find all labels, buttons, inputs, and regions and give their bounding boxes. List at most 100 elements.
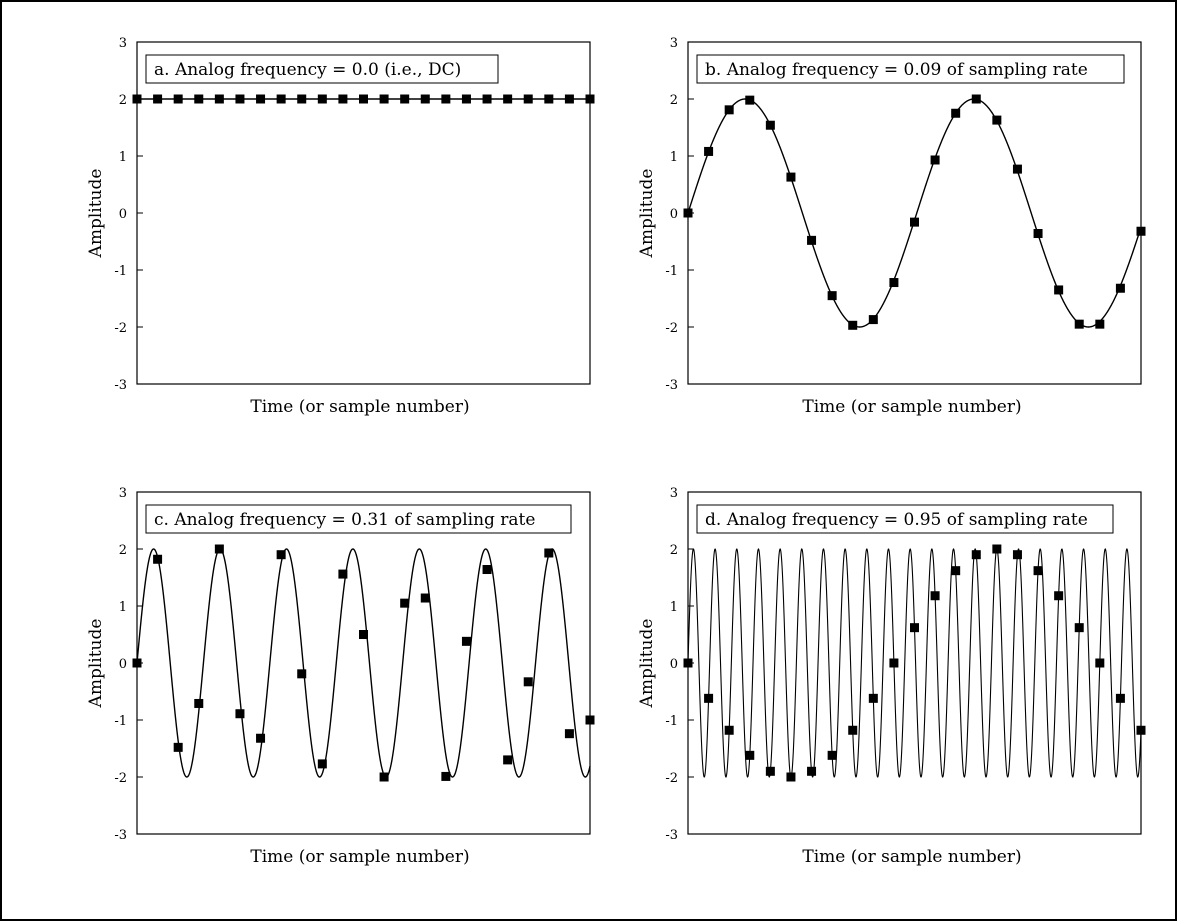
samples (132, 544, 595, 782)
sample-point (359, 630, 368, 639)
sample-point (683, 208, 693, 218)
sample-point (889, 278, 899, 288)
y-tick-label: -3 (114, 378, 127, 393)
panel-title: b. Analog frequency = 0.09 of sampling r… (705, 60, 1088, 80)
y-tick-label: 3 (119, 486, 127, 501)
sample-point (1012, 164, 1022, 174)
y-tick-label: 2 (119, 93, 127, 108)
sample-point (235, 94, 245, 104)
y-axis-title: Amplitude (86, 619, 106, 709)
sample-point (338, 94, 348, 104)
sample-point (786, 172, 796, 182)
panel-d: 3 2 1 0 -1 -2 -3 d. Analog frequency = 0… (637, 486, 1146, 867)
sample-point (1074, 623, 1084, 633)
y-tick-label: 1 (119, 150, 127, 165)
sample-point (745, 750, 755, 760)
y-tick-label: 2 (670, 93, 678, 108)
sample-point (765, 766, 775, 776)
sample-point (544, 94, 554, 104)
y-tick-label: 1 (670, 150, 678, 165)
y-axis-title: Amplitude (637, 619, 657, 709)
sample-point (379, 772, 389, 782)
y-tick-label: 2 (119, 543, 127, 558)
y-tick-label: -1 (114, 264, 127, 279)
sample-point (338, 569, 348, 579)
y-axis: 3 2 1 0 -1 -2 -3 (114, 36, 127, 393)
sample-point (1054, 591, 1064, 601)
sample-point (930, 155, 940, 165)
sample-point (297, 94, 307, 104)
y-tick-label: -2 (114, 321, 127, 336)
y-ticks (688, 41, 694, 385)
sample-point (256, 94, 266, 104)
sample-point (868, 693, 878, 703)
sample-point (765, 120, 775, 130)
sample-point (194, 94, 204, 104)
samples (683, 544, 1146, 782)
y-tick-label: 3 (119, 36, 127, 51)
sample-point (930, 591, 940, 601)
sample-point (1115, 693, 1125, 703)
sample-point (214, 544, 224, 554)
sample-point (910, 217, 919, 227)
sample-point (585, 715, 595, 725)
sample-point (153, 554, 163, 564)
sample-point (276, 94, 286, 104)
sample-point (1074, 319, 1084, 329)
sample-point (420, 593, 430, 603)
y-tick-label: -1 (665, 714, 678, 729)
sample-point (827, 291, 837, 301)
sample-point (297, 669, 307, 679)
sample-point (807, 235, 817, 245)
sample-point (173, 742, 183, 752)
y-axis: 3 2 1 0 -1 -2 -3 (665, 36, 678, 393)
y-axis-title: Amplitude (637, 169, 657, 259)
x-axis-title: Time (or sample number) (250, 397, 469, 417)
sample-point (786, 772, 796, 782)
sample-point (482, 565, 492, 575)
sample-point (971, 550, 981, 560)
sample-point (704, 146, 714, 156)
y-tick-label: 0 (119, 657, 127, 672)
y-axis: 3 2 1 0 -1 -2 -3 (665, 486, 678, 843)
sample-point (461, 636, 471, 646)
y-tick-label: -1 (114, 714, 127, 729)
sample-point (1095, 658, 1105, 668)
analog-signal-line (136, 548, 591, 778)
sample-point (359, 94, 368, 104)
y-tick-label: 0 (119, 207, 127, 222)
sample-point (585, 94, 595, 104)
sample-point (868, 315, 878, 325)
sample-point (992, 115, 1002, 125)
sample-point (1115, 283, 1125, 293)
panel-a: 3 2 1 0 -1 -2 -3 a. Analog frequency = 0… (86, 36, 595, 417)
sample-point (1033, 566, 1043, 576)
sample-point (400, 94, 410, 104)
sample-point (951, 108, 961, 118)
panel-title: c. Analog frequency = 0.31 of sampling r… (154, 510, 535, 530)
sample-point (848, 725, 858, 735)
sample-point (441, 771, 451, 781)
title-box (696, 504, 1114, 534)
sample-point (1136, 226, 1146, 236)
title-box (696, 54, 1125, 84)
sample-point (132, 658, 142, 668)
y-tick-label: -3 (114, 828, 127, 843)
y-tick-label: -3 (665, 378, 678, 393)
sample-point (1054, 285, 1064, 295)
sample-point (256, 733, 266, 743)
y-tick-label: 0 (670, 657, 678, 672)
sample-point (704, 693, 714, 703)
sample-point (1033, 229, 1043, 239)
sample-point (1136, 725, 1146, 735)
sample-point (992, 544, 1002, 554)
sample-point (276, 550, 286, 560)
y-tick-label: -2 (114, 771, 127, 786)
sample-point (235, 709, 245, 719)
sample-point (848, 320, 858, 330)
sample-point (724, 725, 734, 735)
x-axis-title: Time (or sample number) (802, 847, 1021, 867)
y-tick-label: 2 (670, 543, 678, 558)
sample-point (724, 105, 734, 115)
